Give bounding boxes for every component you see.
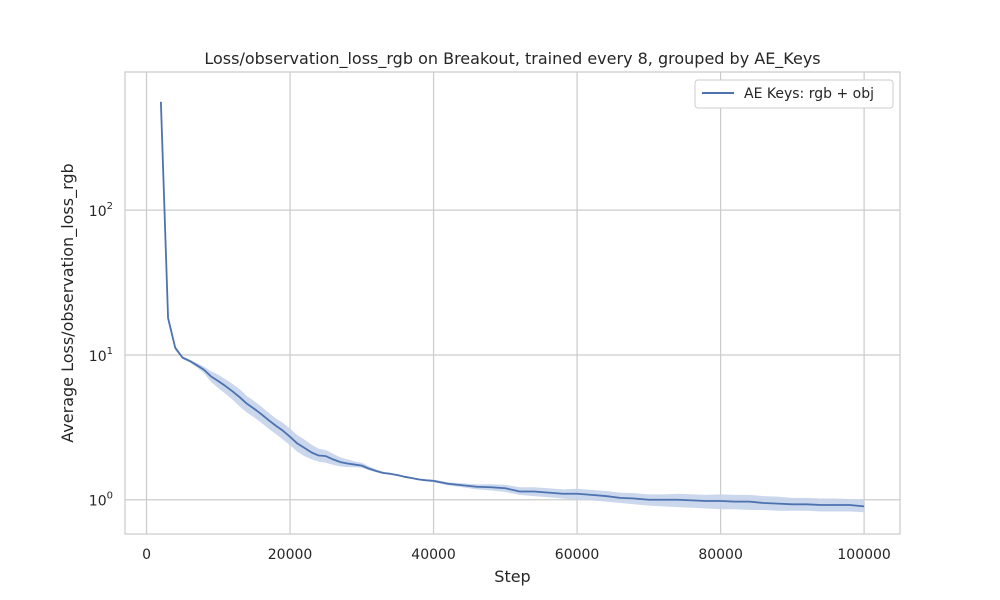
y-tick-base: 10 bbox=[89, 349, 107, 365]
x-tick-labels: 0 20000 40000 60000 80000 100000 bbox=[142, 547, 891, 563]
series-line bbox=[159, 101, 865, 508]
y-tick-label: 102 bbox=[89, 201, 113, 220]
x-tick-label: 0 bbox=[142, 547, 151, 563]
x-tick-label: 60000 bbox=[555, 547, 600, 563]
chart-title: Loss/observation_loss_rgb on Breakout, t… bbox=[204, 49, 820, 69]
plot-frame bbox=[124, 71, 901, 535]
x-axis-label: Step bbox=[494, 567, 530, 586]
x-tick-label: 40000 bbox=[411, 547, 456, 563]
x-tick-label: 80000 bbox=[698, 547, 743, 563]
legend: AE Keys: rgb + obj bbox=[694, 79, 894, 109]
y-tick-label: 100 bbox=[89, 491, 113, 510]
y-tick-label: 101 bbox=[89, 346, 113, 365]
x-tick-label: 100000 bbox=[837, 547, 890, 563]
y-axis-label: Average Loss/observation_loss_rgb bbox=[58, 163, 78, 442]
y-tick-exponent: 1 bbox=[107, 346, 113, 357]
series-line-layer bbox=[159, 101, 865, 508]
legend-entry-label: AE Keys: rgb + obj bbox=[744, 86, 874, 102]
legend-box bbox=[694, 79, 894, 109]
y-tick-exponent: 0 bbox=[107, 491, 113, 502]
x-tick-label: 20000 bbox=[268, 547, 313, 563]
y-tick-base: 10 bbox=[89, 494, 107, 510]
y-tick-exponent: 2 bbox=[107, 201, 113, 212]
y-tick-base: 10 bbox=[89, 204, 107, 220]
